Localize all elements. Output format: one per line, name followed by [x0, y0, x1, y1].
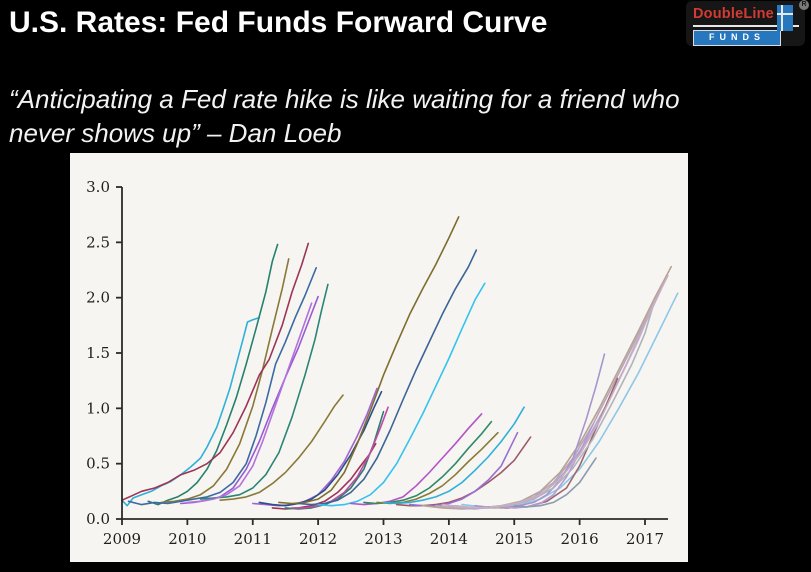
logo-brand-row: DoubleLine [693, 5, 799, 31]
series-curve-08 [186, 302, 313, 504]
registered-trademark-icon: R [799, 0, 809, 10]
y-tick-label: 0.5 [86, 455, 110, 473]
series-curve-01 [121, 316, 261, 507]
series-curve-14 [291, 406, 389, 509]
doubleline-logo: R DoubleLine FUNDS [686, 0, 809, 46]
x-tick-label: 2012 [299, 530, 337, 548]
series-curve-19 [363, 420, 493, 505]
series-curve-07 [199, 283, 329, 500]
fed-funds-chart-svg: 0.0 0.5 1.0 1.5 2.0 2.5 3.0 2009 2010 2011 2012 201… [86, 178, 679, 548]
series-curve-33 [441, 274, 669, 509]
series-curve-32 [454, 299, 656, 509]
x-tick-label: 2013 [364, 530, 402, 548]
logo-funds-text: FUNDS [693, 30, 781, 46]
y-tick-label: 0.0 [86, 510, 110, 528]
quote-text: “Anticipating a Fed rate hike is like wa… [9, 82, 789, 150]
series-curve-31 [513, 457, 597, 508]
series-curve-05 [127, 267, 317, 506]
x-tick-label: 2010 [168, 530, 206, 548]
series-curve-11 [258, 390, 383, 507]
logo-brand-text: DoubleLine [693, 6, 774, 22]
fed-funds-chart: 0.0 0.5 1.0 1.5 2.0 2.5 3.0 2009 2010 2011 2012 201… [70, 153, 688, 562]
x-tick-label: 2011 [234, 530, 272, 548]
x-tick-label: 2015 [495, 530, 533, 548]
page-title: U.S. Rates: Fed Funds Forward Curve [9, 6, 548, 39]
y-tick-label: 3.0 [86, 178, 110, 196]
x-tick-label: 2017 [626, 530, 664, 548]
y-tick-label: 2.5 [86, 233, 110, 251]
grid-pane-icon [777, 5, 793, 31]
y-tick-label: 1.5 [86, 344, 110, 362]
series-curve-20 [376, 431, 499, 505]
x-tick-label: 2009 [103, 530, 141, 548]
series-curve-04 [121, 242, 310, 502]
series-curve-09 [219, 394, 344, 502]
series-curve-10 [252, 387, 378, 507]
series-curve-24 [421, 265, 673, 510]
quote-line-1: “Anticipating a Fed rate hike is like wa… [9, 84, 680, 114]
series-curve-17 [317, 282, 486, 507]
series-curve-21 [382, 406, 525, 505]
y-tick-label: 1.0 [86, 399, 110, 417]
y-tick-label: 2.0 [86, 289, 110, 307]
series-curve-02 [147, 243, 279, 506]
series-curve-16 [297, 249, 478, 506]
x-tick-label: 2016 [561, 530, 599, 548]
x-tick-label: 2014 [430, 530, 468, 548]
series-curve-15 [278, 216, 460, 505]
series-curve-28 [474, 353, 606, 509]
series-curve-26 [448, 288, 663, 509]
quote-line-2: never shows up” – Dan Loeb [9, 118, 342, 148]
series-curve-03 [160, 258, 290, 504]
